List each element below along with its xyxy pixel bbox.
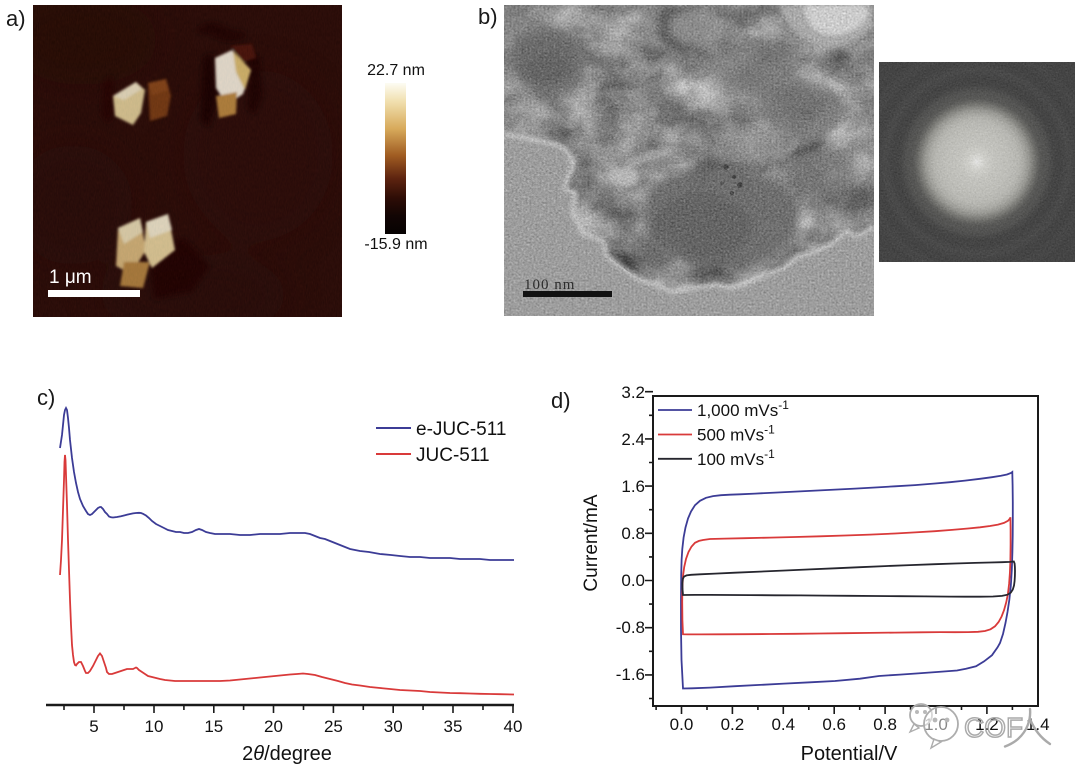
svg-text:0.8: 0.8 <box>621 524 645 543</box>
svg-text:JUC-511: JUC-511 <box>416 445 490 466</box>
svg-text:2.4: 2.4 <box>621 430 645 449</box>
svg-text:1.2: 1.2 <box>975 715 999 734</box>
svg-text:1 μm: 1 μm <box>49 267 92 288</box>
svg-text:30: 30 <box>384 717 403 736</box>
svg-text:40: 40 <box>504 717 523 736</box>
svg-text:COF: COF <box>964 712 1023 743</box>
svg-text:100 mVs-1: 100 mVs-1 <box>697 447 775 469</box>
svg-text:e-JUC-511: e-JUC-511 <box>416 419 506 440</box>
svg-text:-1.6: -1.6 <box>616 665 645 684</box>
svg-text:10: 10 <box>145 717 164 736</box>
svg-text:0.0: 0.0 <box>670 715 694 734</box>
svg-text:100 nm: 100 nm <box>524 277 575 293</box>
svg-text:3.2: 3.2 <box>621 383 645 402</box>
svg-text:0.4: 0.4 <box>771 715 795 734</box>
svg-text:Current/mA: Current/mA <box>581 494 602 591</box>
svg-text:0.2: 0.2 <box>721 715 745 734</box>
svg-text:500 mVs-1: 500 mVs-1 <box>697 423 775 445</box>
svg-text:2θ/degree: 2θ/degree <box>242 743 332 765</box>
svg-text:35: 35 <box>444 717 463 736</box>
svg-text:0.8: 0.8 <box>873 715 897 734</box>
svg-text:1.6: 1.6 <box>621 477 645 496</box>
svg-text:Potential/V: Potential/V <box>801 743 898 765</box>
svg-text:0.0: 0.0 <box>621 571 645 590</box>
svg-text:1.4: 1.4 <box>1026 715 1050 734</box>
svg-text:20: 20 <box>264 717 283 736</box>
svg-text:5: 5 <box>89 717 98 736</box>
svg-text:-0.8: -0.8 <box>616 618 645 637</box>
svg-text:15: 15 <box>204 717 223 736</box>
svg-text:0.6: 0.6 <box>822 715 846 734</box>
svg-text:1,000 mVs-1: 1,000 mVs-1 <box>697 398 789 420</box>
svg-text:25: 25 <box>324 717 343 736</box>
